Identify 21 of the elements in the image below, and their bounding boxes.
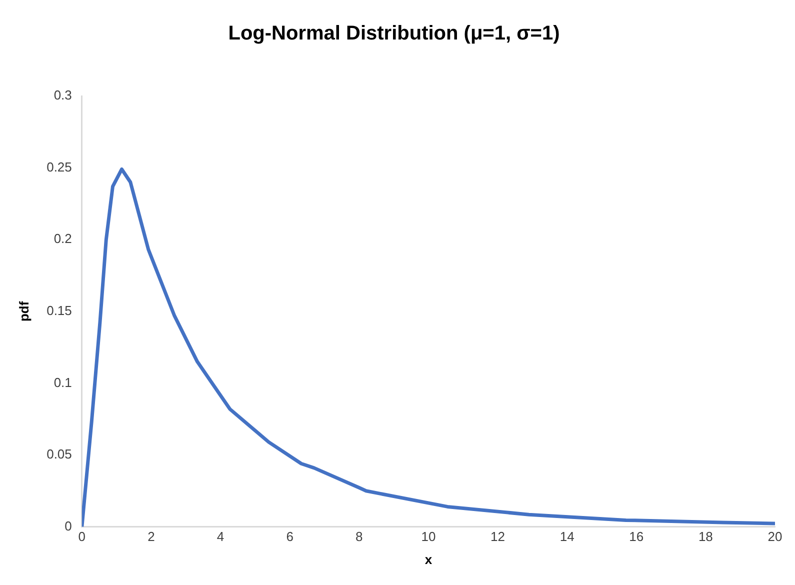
x-tick-label: 6 <box>286 529 294 544</box>
chart-title: Log-Normal Distribution (μ=1, σ=1) <box>228 22 560 45</box>
y-tick-label: 0.25 <box>46 159 72 174</box>
y-tick-label: 0.05 <box>46 446 72 462</box>
y-tick-label: 0.1 <box>54 374 72 390</box>
y-tick-label: 0.2 <box>54 231 72 246</box>
y-tick-label: 0.15 <box>46 302 72 318</box>
x-axis-title: x <box>424 552 433 567</box>
x-tick-label: 2 <box>148 529 155 544</box>
y-axis-title: pdf <box>16 300 32 322</box>
x-tick-label: 0 <box>78 529 86 544</box>
x-tick-label: 16 <box>629 529 644 544</box>
x-tick-label: 12 <box>490 529 505 544</box>
x-tick-label: 4 <box>216 529 224 544</box>
x-tick-label: 18 <box>698 529 713 544</box>
x-tick-label: 20 <box>768 529 782 544</box>
y-tick-label: 0.3 <box>54 88 72 103</box>
x-tick-label: 10 <box>421 529 436 544</box>
x-tick-label: 14 <box>560 529 574 544</box>
x-tick-label: 8 <box>356 529 363 544</box>
y-tick-label: 0 <box>64 518 72 534</box>
